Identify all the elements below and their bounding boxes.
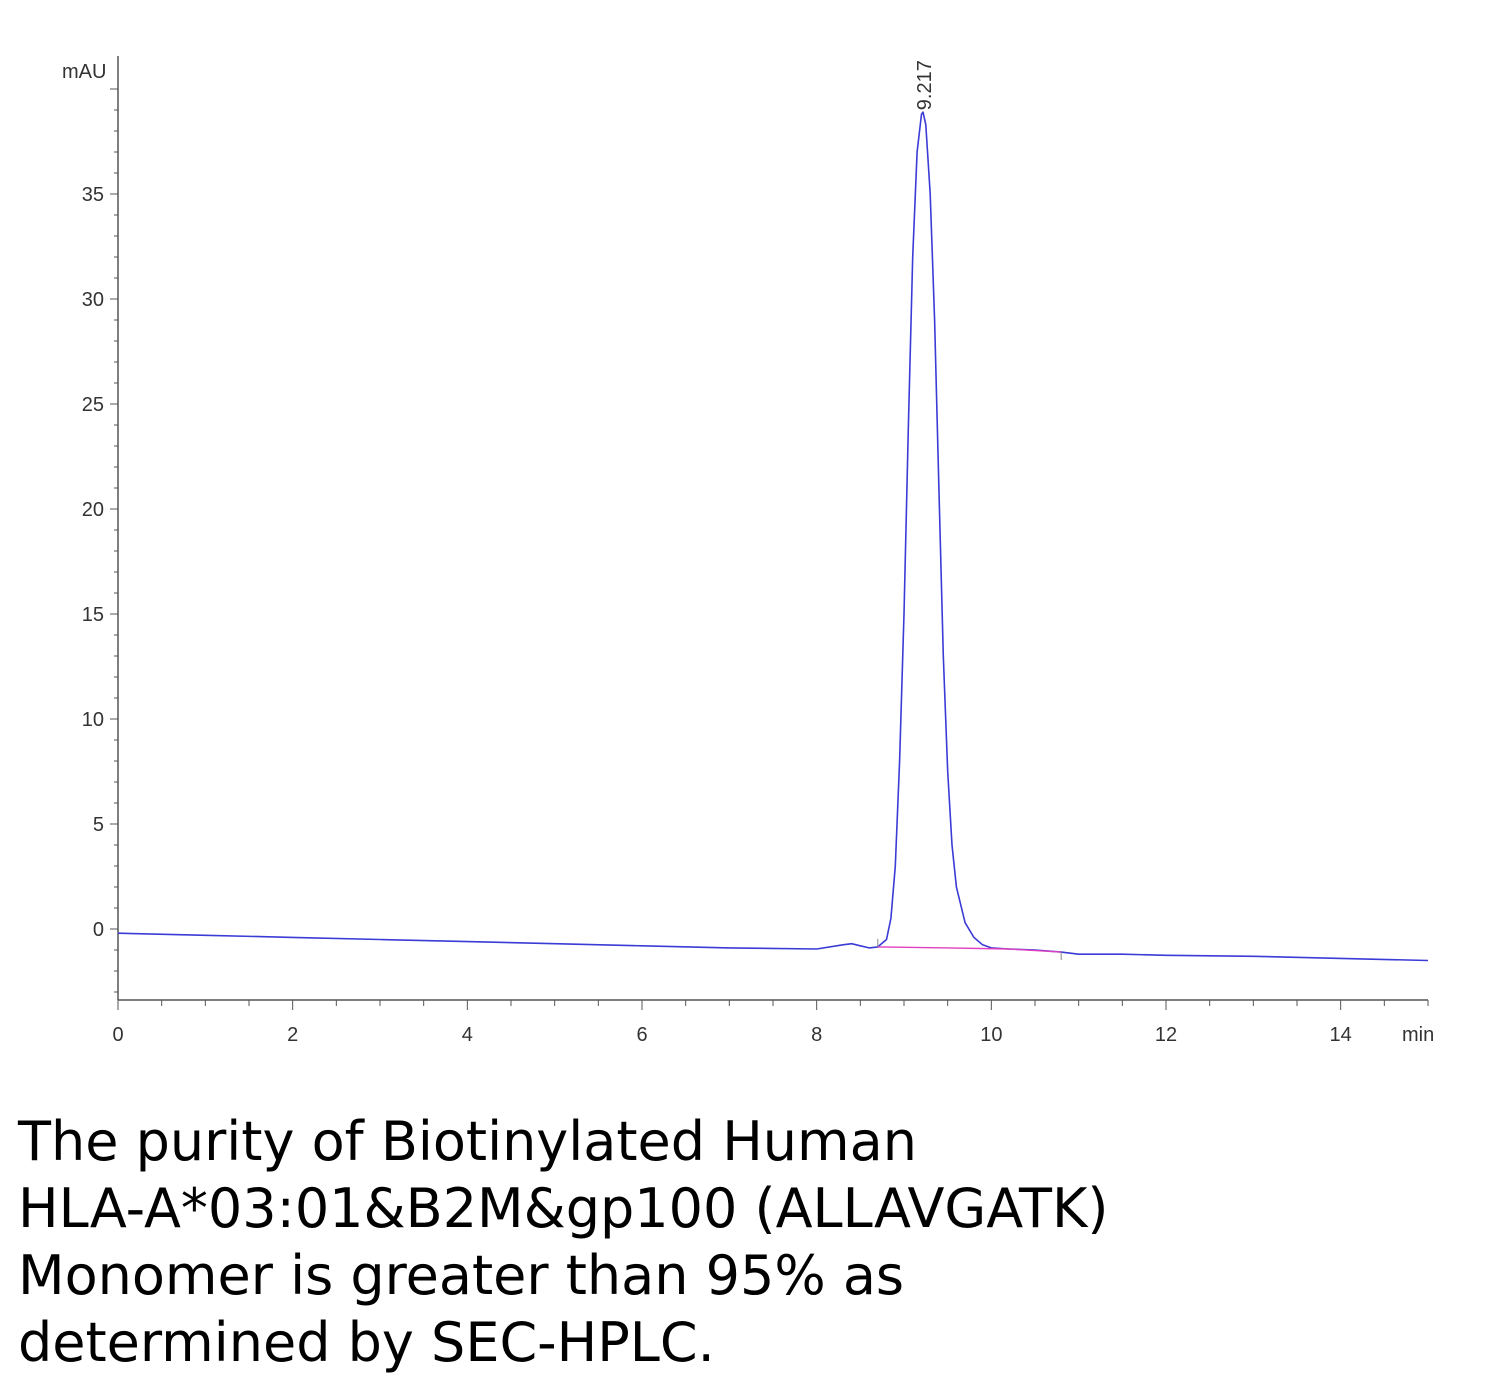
y-axis-unit-label: mAU [62, 61, 106, 83]
y-tick-label: 15 [82, 604, 104, 626]
y-tick-label: 5 [93, 814, 104, 836]
chromatogram-chart: 0 5 10 15 20 25 30 35 0 2 4 6 8 10 12 14 mAU min 9.217 [62, 56, 1434, 1046]
x-tick-label: 4 [462, 1024, 473, 1046]
x-axis-unit-label: min [1402, 1024, 1434, 1046]
caption: The purity of Biotinylated Human HLA-A*0… [18, 1108, 1478, 1376]
x-tick-label: 2 [287, 1024, 298, 1046]
x-tick-label: 14 [1330, 1024, 1352, 1046]
caption-line-2: HLA-A*03:01&B2M&gp100 (ALLAVGATK) [18, 1177, 1109, 1240]
y-tick-label: 35 [82, 184, 104, 206]
axes [117, 56, 1428, 1001]
y-tick-label: 20 [82, 499, 104, 521]
tick-marks [110, 88, 1429, 1010]
peak-retention-time-label: 9.217 [914, 60, 936, 110]
x-tick-label: 12 [1155, 1024, 1177, 1046]
baseline-trace [877, 946, 1062, 953]
x-tick-label: 10 [980, 1024, 1002, 1046]
y-tick-label: 0 [93, 919, 104, 941]
x-tick-label: 0 [112, 1024, 123, 1046]
y-tick-label: 30 [82, 289, 104, 311]
signal-trace [117, 111, 1429, 962]
x-tick-label: 8 [811, 1024, 822, 1046]
caption-line-1: The purity of Biotinylated Human [18, 1110, 917, 1173]
caption-line-3: Monomer is greater than 95% as [18, 1244, 905, 1307]
tick-labels: 0 5 10 15 20 25 30 35 0 2 4 6 8 10 12 14 [82, 184, 1352, 1046]
x-tick-label: 6 [636, 1024, 647, 1046]
series-layer [117, 111, 1429, 962]
y-tick-label: 10 [82, 709, 104, 731]
y-tick-label: 25 [82, 394, 104, 416]
caption-line-4: determined by SEC-HPLC. [18, 1311, 715, 1374]
